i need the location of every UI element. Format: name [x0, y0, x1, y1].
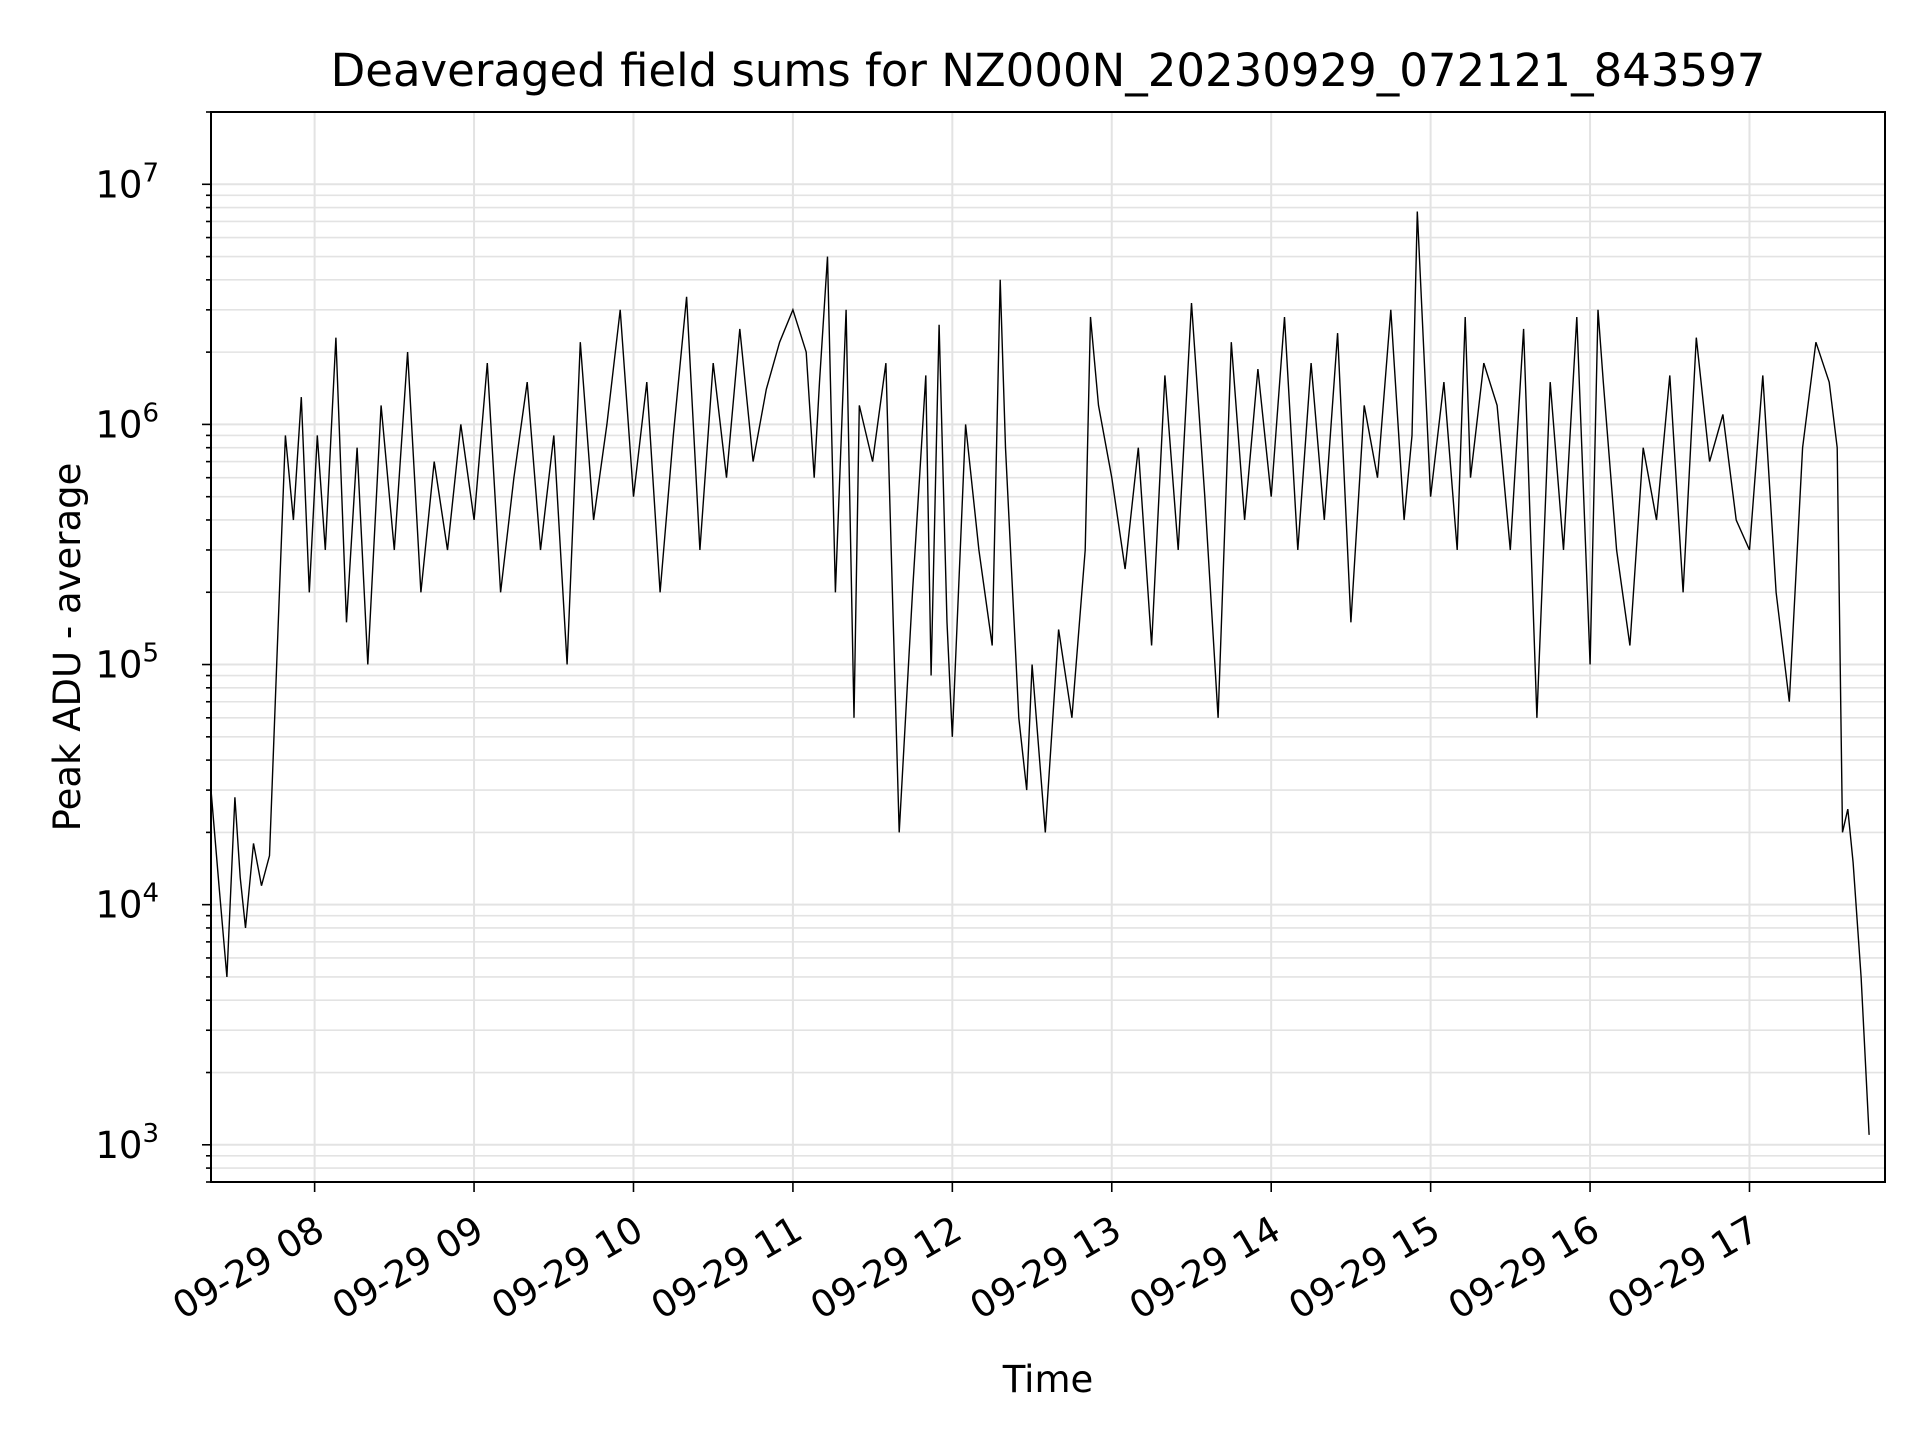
y-tick-exponent: 5 — [142, 639, 159, 669]
y-tick-label: 106 — [95, 398, 159, 446]
plot-frame — [210, 111, 1886, 1183]
y-tick-exponent: 3 — [142, 1119, 159, 1149]
chart-title: Deaveraged field sums for NZ000N_2023092… — [331, 44, 1766, 97]
y-tick-base: 10 — [95, 403, 142, 446]
y-tick-exponent: 6 — [142, 398, 159, 428]
y-tick-base: 10 — [95, 163, 142, 206]
y-tick-base: 10 — [95, 644, 142, 687]
y-tick-exponent: 7 — [142, 158, 159, 188]
y-axis-label: Peak ADU - average — [46, 463, 89, 832]
series-line — [210, 211, 1870, 1135]
y-tick-label: 103 — [95, 1119, 159, 1167]
x-axis-label: Time — [1002, 1358, 1094, 1401]
grid — [211, 111, 1885, 1183]
y-tick-exponent: 4 — [142, 879, 159, 909]
y-tick-base: 10 — [95, 884, 142, 927]
y-tick-label: 107 — [95, 158, 159, 206]
y-tick-label: 104 — [95, 879, 159, 927]
y-tick-base: 10 — [95, 1124, 142, 1167]
y-tick-label: 105 — [95, 639, 159, 687]
